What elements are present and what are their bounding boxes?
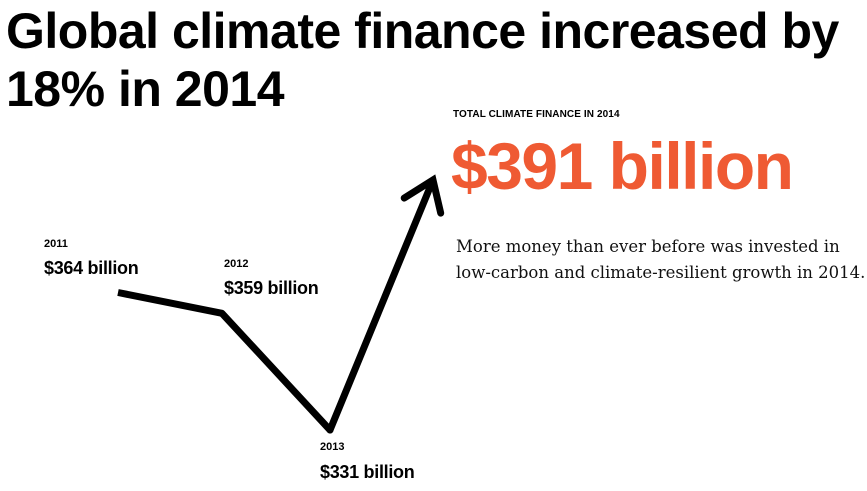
year-label-2012: 2012 bbox=[224, 258, 248, 270]
year-label-2011: 2011 bbox=[44, 238, 68, 250]
headline: Global climate finance increased by 18% … bbox=[6, 3, 839, 117]
line-segment-2011-2012 bbox=[117, 289, 223, 317]
description: More money than ever before was invested… bbox=[456, 237, 866, 282]
value-label-2013: $331 billion bbox=[320, 462, 414, 482]
total-value: $391 billion bbox=[451, 129, 794, 203]
line-segment-2012-2013 bbox=[218, 309, 334, 434]
chart-labels: 2011 $364 billion 2012 $359 billion 2013 $331… bbox=[44, 238, 415, 482]
arrow-head bbox=[400, 174, 445, 217]
chart-marks bbox=[117, 174, 445, 434]
value-label-2011: $364 billion bbox=[44, 258, 138, 278]
total-label: TOTAL CLIMATE FINANCE IN 2014 bbox=[453, 109, 620, 120]
line-segment-2013-2014 bbox=[326, 179, 436, 434]
year-label-2013: 2013 bbox=[320, 441, 344, 453]
value-label-2012: $359 billion bbox=[224, 278, 318, 298]
